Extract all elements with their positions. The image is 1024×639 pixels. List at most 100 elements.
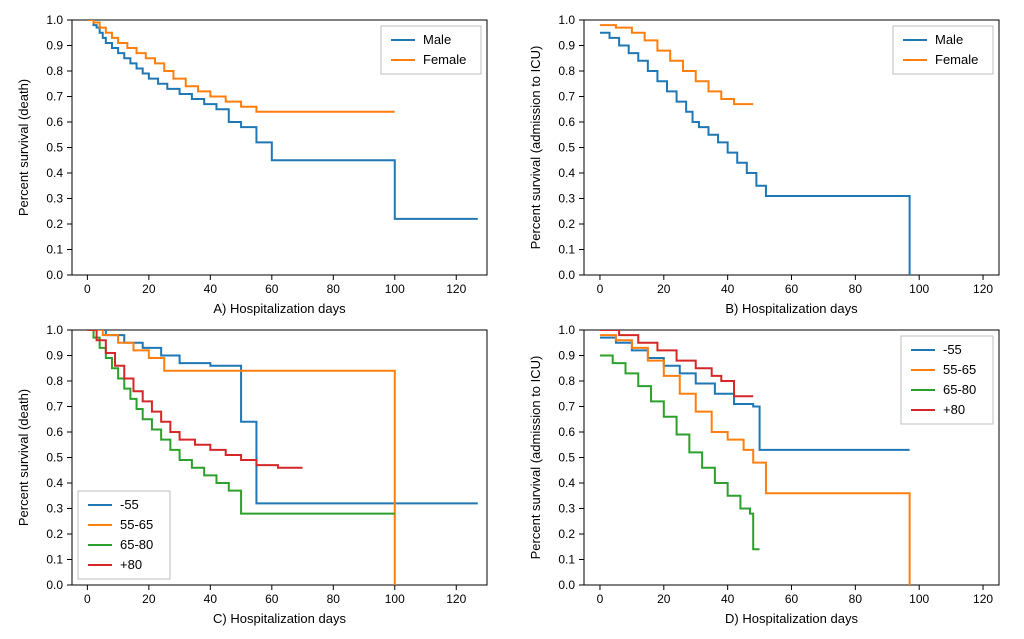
y-tick-label: 1.0 xyxy=(558,323,575,337)
x-tick-label: 60 xyxy=(785,282,799,296)
series-female: Female xyxy=(87,20,394,112)
x-tick-label: 60 xyxy=(265,592,279,606)
x-tick-label: 40 xyxy=(721,592,735,606)
y-tick-label: 0.0 xyxy=(46,578,63,592)
x-tick-label: 120 xyxy=(973,282,993,296)
x-tick-label: 40 xyxy=(721,282,735,296)
legend-label: 55-65 xyxy=(120,517,153,532)
x-tick-label: 20 xyxy=(142,592,156,606)
plot-frame xyxy=(584,330,999,585)
chart-B: 0204060801001200.00.10.20.30.40.50.60.70… xyxy=(522,10,1014,319)
y-tick-label: 0.3 xyxy=(46,192,63,206)
y-tick-label: 0.5 xyxy=(46,450,63,464)
y-tick-label: 0.6 xyxy=(558,425,575,439)
x-tick-label: 100 xyxy=(909,592,929,606)
y-tick-label: 0.3 xyxy=(558,501,575,515)
x-tick-label: 120 xyxy=(446,282,466,296)
x-axis-label: A) Hospitalization days xyxy=(213,301,346,316)
y-axis-label: Percent survival (death) xyxy=(16,79,31,216)
y-tick-label: 0.0 xyxy=(558,268,575,282)
x-tick-label: 80 xyxy=(327,282,341,296)
x-axis-label: D) Hospitalization days xyxy=(725,611,858,626)
y-tick-label: 0.5 xyxy=(46,141,63,155)
y-tick-label: 0.0 xyxy=(558,578,575,592)
chart-D: 0204060801001200.00.10.20.30.40.50.60.70… xyxy=(522,320,1014,629)
y-tick-label: 0.7 xyxy=(558,90,575,104)
y-tick-label: 0.8 xyxy=(46,64,63,78)
y-tick-label: 0.2 xyxy=(46,527,63,541)
y-tick-label: 0.1 xyxy=(46,243,63,257)
legend: Male Female xyxy=(381,26,481,74)
chart-A: 0204060801001200.00.10.20.30.40.50.60.70… xyxy=(10,10,502,319)
y-tick-label: 0.9 xyxy=(46,348,63,362)
y-tick-label: 0.4 xyxy=(46,166,63,180)
y-tick-label: 1.0 xyxy=(558,13,575,27)
legend-label: 65-80 xyxy=(120,537,153,552)
x-tick-label: 100 xyxy=(909,282,929,296)
x-tick-label: 20 xyxy=(657,282,671,296)
x-tick-label: 80 xyxy=(849,592,863,606)
series-group: -5555-6565-80+80 xyxy=(600,330,910,585)
legend: -5555-6565-80+80 xyxy=(78,491,170,579)
y-tick-label: 0.1 xyxy=(558,243,575,257)
x-tick-label: 100 xyxy=(385,592,405,606)
y-tick-label: 0.1 xyxy=(558,552,575,566)
chart-C: 0204060801001200.00.10.20.30.40.50.60.70… xyxy=(10,320,502,629)
y-tick-label: 0.8 xyxy=(558,374,575,388)
panel-D: 0204060801001200.00.10.20.30.40.50.60.70… xyxy=(522,320,1014,630)
y-tick-label: 0.4 xyxy=(558,476,575,490)
y-tick-label: 0.4 xyxy=(46,476,63,490)
y-tick-label: 0.3 xyxy=(558,192,575,206)
y-tick-label: 0.9 xyxy=(558,39,575,53)
y-tick-label: 0.8 xyxy=(46,374,63,388)
x-tick-label: 80 xyxy=(327,592,341,606)
x-tick-label: 60 xyxy=(265,282,279,296)
series--80: +80 xyxy=(87,330,302,468)
y-tick-label: 0.7 xyxy=(46,399,63,413)
x-axis-label: C) Hospitalization days xyxy=(213,611,346,626)
x-tick-label: 40 xyxy=(204,592,218,606)
y-tick-label: 0.3 xyxy=(46,501,63,515)
y-tick-label: 0.9 xyxy=(46,39,63,53)
series-male: Male xyxy=(600,33,910,275)
y-tick-label: 0.6 xyxy=(46,115,63,129)
y-tick-label: 0.5 xyxy=(558,450,575,464)
x-tick-label: 40 xyxy=(204,282,218,296)
y-tick-label: 0.2 xyxy=(558,527,575,541)
y-tick-label: 1.0 xyxy=(46,13,63,27)
series-male: Male xyxy=(87,20,477,219)
series--55: -55 xyxy=(87,330,477,503)
x-tick-label: 20 xyxy=(142,282,156,296)
x-axis-label: B) Hospitalization days xyxy=(725,301,858,316)
y-tick-label: 0.1 xyxy=(46,552,63,566)
y-tick-label: 0.5 xyxy=(558,141,575,155)
y-tick-label: 0.4 xyxy=(558,166,575,180)
x-tick-label: 120 xyxy=(973,592,993,606)
legend-label: 65-80 xyxy=(943,382,976,397)
y-tick-label: 1.0 xyxy=(46,323,63,337)
y-tick-label: 0.6 xyxy=(46,425,63,439)
y-tick-label: 0.7 xyxy=(558,399,575,413)
panel-B: 0204060801001200.00.10.20.30.40.50.60.70… xyxy=(522,10,1014,320)
y-axis-label: Percent survival (death) xyxy=(16,388,31,525)
x-tick-label: 0 xyxy=(84,282,91,296)
x-tick-label: 20 xyxy=(657,592,671,606)
y-axis-label: Percent survival (admission to ICU) xyxy=(528,355,543,559)
y-tick-label: 0.6 xyxy=(558,115,575,129)
y-tick-label: 0.0 xyxy=(46,268,63,282)
legend-label: Male xyxy=(423,32,451,47)
legend-label: Female xyxy=(423,52,466,67)
x-tick-label: 0 xyxy=(597,282,604,296)
y-tick-label: 0.9 xyxy=(558,348,575,362)
series-group: Male Female xyxy=(87,20,477,219)
legend: Male Female xyxy=(893,26,993,74)
y-axis-label: Percent survival (admission to ICU) xyxy=(528,46,543,250)
panel-grid: 0 20 40 60 80 100 120 0.0 0.1 0.2 0.3 0.4 0.5 0.6 0.7 0… xyxy=(10,10,1014,629)
legend-label: Male xyxy=(935,32,963,47)
y-tick-label: 0.7 xyxy=(46,90,63,104)
y-tick-label: 0.2 xyxy=(46,217,63,231)
x-tick-label: 80 xyxy=(849,282,863,296)
panel-C: 0204060801001200.00.10.20.30.40.50.60.70… xyxy=(10,320,502,630)
legend-label: -55 xyxy=(943,342,962,357)
legend-label: Female xyxy=(935,52,978,67)
